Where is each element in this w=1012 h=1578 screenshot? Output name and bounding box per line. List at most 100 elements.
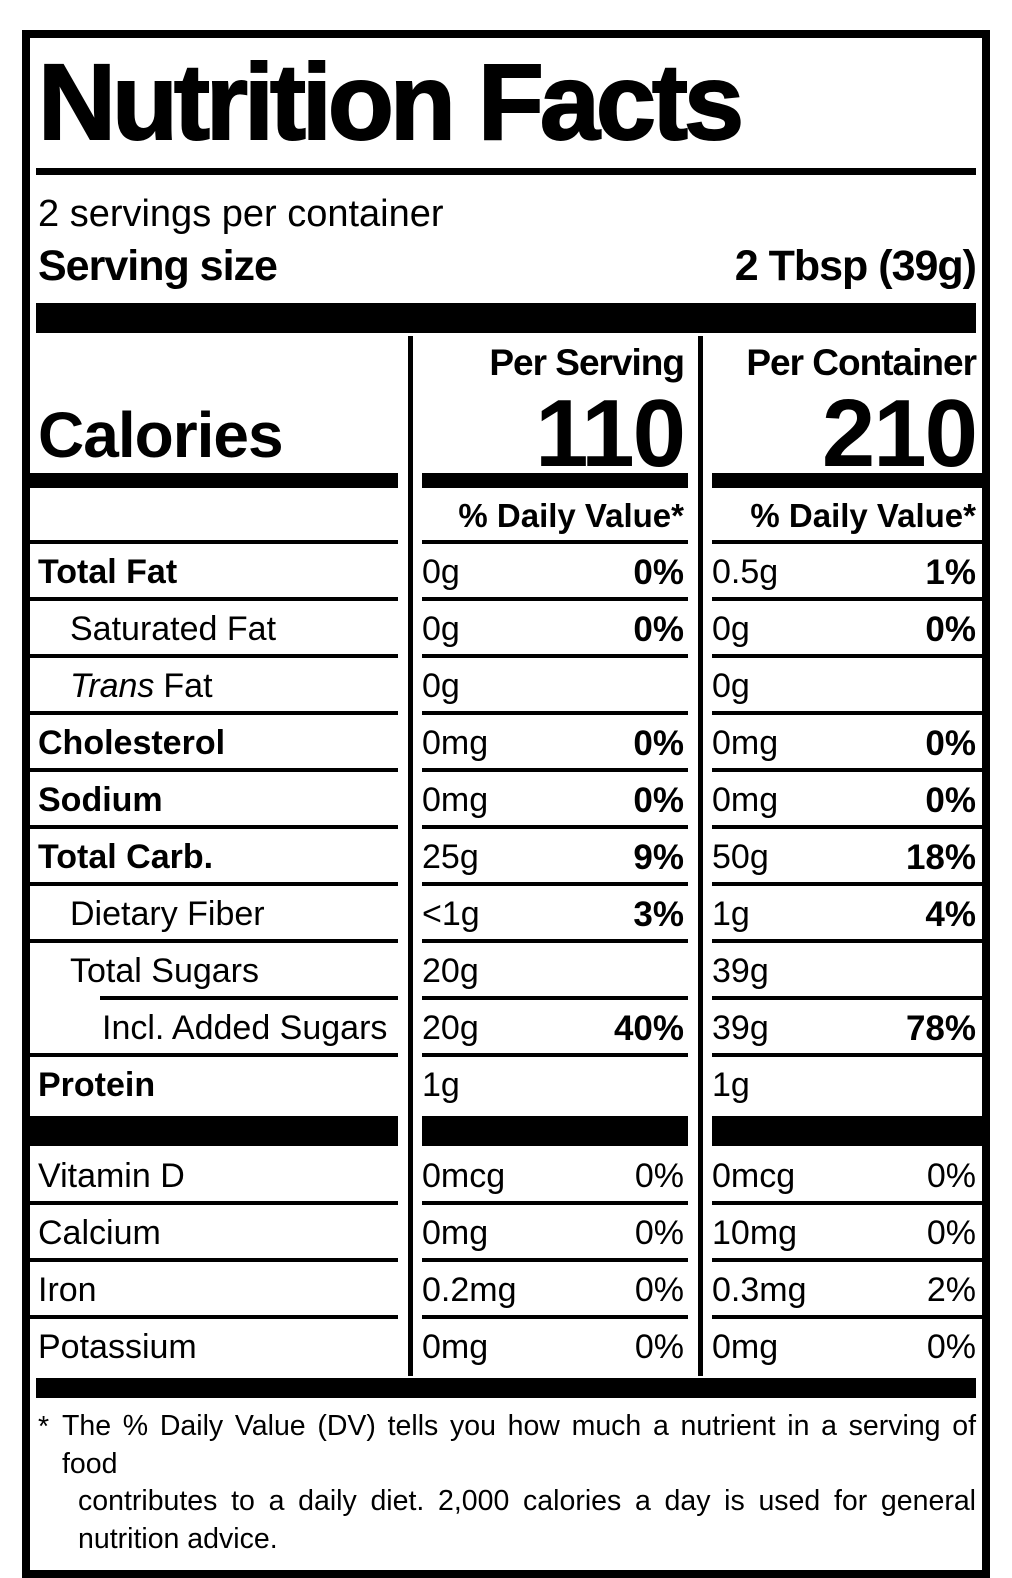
nutrient-name: Dietary Fiber bbox=[70, 895, 265, 933]
nutrient-amount: 0mcg bbox=[712, 1157, 796, 1195]
nutrient-name: Incl. Added Sugars bbox=[102, 1009, 388, 1047]
row-potassium: Potassium 0mg 0% 0mg 0% bbox=[30, 1319, 982, 1376]
nutrient-amount: 0mg bbox=[422, 1214, 489, 1252]
nutrient-amount: 50g bbox=[712, 838, 769, 876]
nutrient-amount: 0mg bbox=[712, 724, 779, 762]
nutrient-amount: 0.3mg bbox=[712, 1271, 807, 1309]
nutrient-dv: 0% bbox=[926, 1157, 976, 1195]
nutrient-dv: 0% bbox=[634, 1328, 684, 1366]
nutrient-amount: 0g bbox=[712, 610, 750, 648]
nutrient-amount: 20g bbox=[422, 1009, 479, 1047]
row-total-carb: Total Carb. 25g 9% 50g 18% bbox=[30, 829, 982, 886]
nutrient-amount: 0.2mg bbox=[422, 1271, 517, 1309]
serving-size-label: Serving size bbox=[38, 242, 278, 290]
nutrient-amount: 0mg bbox=[422, 781, 489, 819]
nutrient-amount: 0mg bbox=[712, 781, 779, 819]
nutrient-name: Total Carb. bbox=[38, 838, 214, 876]
nutrient-name: Iron bbox=[38, 1271, 97, 1309]
nutrient-dv: 40% bbox=[613, 1008, 684, 1048]
nutrient-amount: 1g bbox=[712, 895, 750, 933]
nutrient-name: Calcium bbox=[38, 1214, 161, 1252]
nutrient-amount: 25g bbox=[422, 838, 479, 876]
nutrient-dv: 0% bbox=[633, 780, 684, 820]
nutrient-dv: 18% bbox=[905, 837, 976, 877]
label-title: Nutrition Facts bbox=[37, 41, 745, 162]
daily-value-header-serving: % Daily Value* bbox=[458, 497, 684, 534]
row-vitamin-d: Vitamin D 0mcg 0% 0mcg 0% bbox=[30, 1148, 982, 1205]
title-rule bbox=[36, 168, 976, 175]
row-calcium: Calcium 0mg 0% 10mg 0% bbox=[30, 1205, 982, 1262]
nutrient-dv: 0% bbox=[925, 723, 976, 763]
nutrient-dv: 0% bbox=[926, 1214, 976, 1252]
calories-row: Calories Per Serving 110 Per Container 2… bbox=[30, 336, 982, 488]
nutrient-dv: 0% bbox=[925, 609, 976, 649]
nutrient-dv: 0% bbox=[925, 780, 976, 820]
serving-size-row: Serving size 2 Tbsp (39g) bbox=[38, 242, 977, 291]
nutrient-amount: 0g bbox=[422, 553, 460, 591]
per-container-header: Per Container bbox=[746, 342, 977, 383]
nutrient-amount: <1g bbox=[422, 895, 480, 933]
row-added-sugars: Incl. Added Sugars 20g 40% 39g 78% bbox=[30, 1000, 982, 1057]
servings-per-container: 2 servings per container bbox=[38, 193, 444, 235]
nutrient-dv: 4% bbox=[925, 894, 976, 934]
nutrient-name: Cholesterol bbox=[38, 724, 226, 762]
nutrient-name: Protein bbox=[38, 1066, 156, 1104]
calories-label: Calories bbox=[38, 399, 284, 471]
nutrient-amount: 0g bbox=[712, 667, 750, 705]
nutrient-amount: 0mg bbox=[422, 1328, 489, 1366]
separator-bar-top bbox=[36, 303, 976, 333]
separator-bar-bottom bbox=[36, 1378, 976, 1398]
row-saturated-fat: Saturated Fat 0g 0% 0g 0% bbox=[30, 601, 982, 658]
footnote-line-2: contributes to a daily diet. 2,000 calor… bbox=[78, 1485, 976, 1555]
footnote: * The % Daily Value (DV) tells you how m… bbox=[38, 1408, 976, 1570]
nutrient-amount: 10mg bbox=[712, 1214, 798, 1252]
nutrient-amount: 0mg bbox=[422, 724, 489, 762]
nutrient-dv: 3% bbox=[633, 894, 684, 934]
nutrient-amount: 0mg bbox=[712, 1328, 779, 1366]
column-divider-2 bbox=[698, 336, 703, 1376]
nutrient-amount: 39g bbox=[712, 952, 769, 990]
row-trans-fat: Trans Fat 0g 0g bbox=[30, 658, 982, 715]
protein-separator-bar bbox=[30, 1114, 982, 1148]
row-protein: Protein 1g 1g bbox=[30, 1057, 982, 1114]
nutrient-amount: 39g bbox=[712, 1009, 769, 1047]
nutrient-name-italic: Trans bbox=[70, 667, 155, 705]
calories-serving-value: 110 bbox=[535, 380, 686, 488]
nutrient-amount: 20g bbox=[422, 952, 479, 990]
nutrient-dv: 0% bbox=[633, 723, 684, 763]
daily-value-header-row: % Daily Value* % Daily Value* bbox=[30, 488, 982, 544]
serving-size-value: 2 Tbsp (39g) bbox=[734, 242, 977, 290]
nutrient-name: Vitamin D bbox=[38, 1157, 185, 1195]
nutrient-amount: 0g bbox=[422, 610, 460, 648]
nutrient-dv: 0% bbox=[633, 552, 684, 592]
footnote-marker: * bbox=[38, 1411, 50, 1443]
nutrient-name: Total Sugars bbox=[70, 952, 259, 990]
nutrient-dv: 2% bbox=[926, 1271, 976, 1309]
nutrient-dv: 0% bbox=[634, 1157, 684, 1195]
nutrient-amount: 0.5g bbox=[712, 553, 779, 591]
nutrient-amount: 0mcg bbox=[422, 1157, 506, 1195]
nutrient-amount: 1g bbox=[712, 1066, 750, 1104]
nutrient-name: Total Fat bbox=[38, 553, 178, 591]
nutrient-dv: 0% bbox=[926, 1328, 976, 1366]
row-sodium: Sodium 0mg 0% 0mg 0% bbox=[30, 772, 982, 829]
row-iron: Iron 0.2mg 0% 0.3mg 2% bbox=[30, 1262, 982, 1319]
nutrient-dv: 78% bbox=[905, 1008, 976, 1048]
nutrient-dv: 0% bbox=[634, 1271, 684, 1309]
daily-value-header-container: % Daily Value* bbox=[750, 497, 976, 534]
nutrient-name: Saturated Fat bbox=[70, 610, 277, 648]
row-total-sugars: Total Sugars 20g 39g bbox=[30, 943, 982, 1000]
nutrient-dv: 0% bbox=[633, 609, 684, 649]
nutrient-amount: 0g bbox=[422, 667, 460, 705]
facts-table: Calories Per Serving 110 Per Container 2… bbox=[30, 336, 982, 1376]
nutrient-amount: 1g bbox=[422, 1066, 460, 1104]
row-total-fat: Total Fat 0g 0% 0.5g 1% bbox=[30, 544, 982, 601]
nutrient-dv: 9% bbox=[633, 837, 684, 877]
row-dietary-fiber: Dietary Fiber <1g 3% 1g 4% bbox=[30, 886, 982, 943]
calories-container-value: 210 bbox=[821, 380, 978, 488]
nutrition-facts-label: Nutrition Facts 2 servings per container… bbox=[22, 30, 990, 1578]
column-divider-1 bbox=[408, 336, 413, 1376]
footnote-line-1: The % Daily Value (DV) tells you how muc… bbox=[62, 1410, 976, 1480]
nutrient-dv: 1% bbox=[925, 552, 976, 592]
nutrient-name: Fat bbox=[163, 667, 213, 705]
